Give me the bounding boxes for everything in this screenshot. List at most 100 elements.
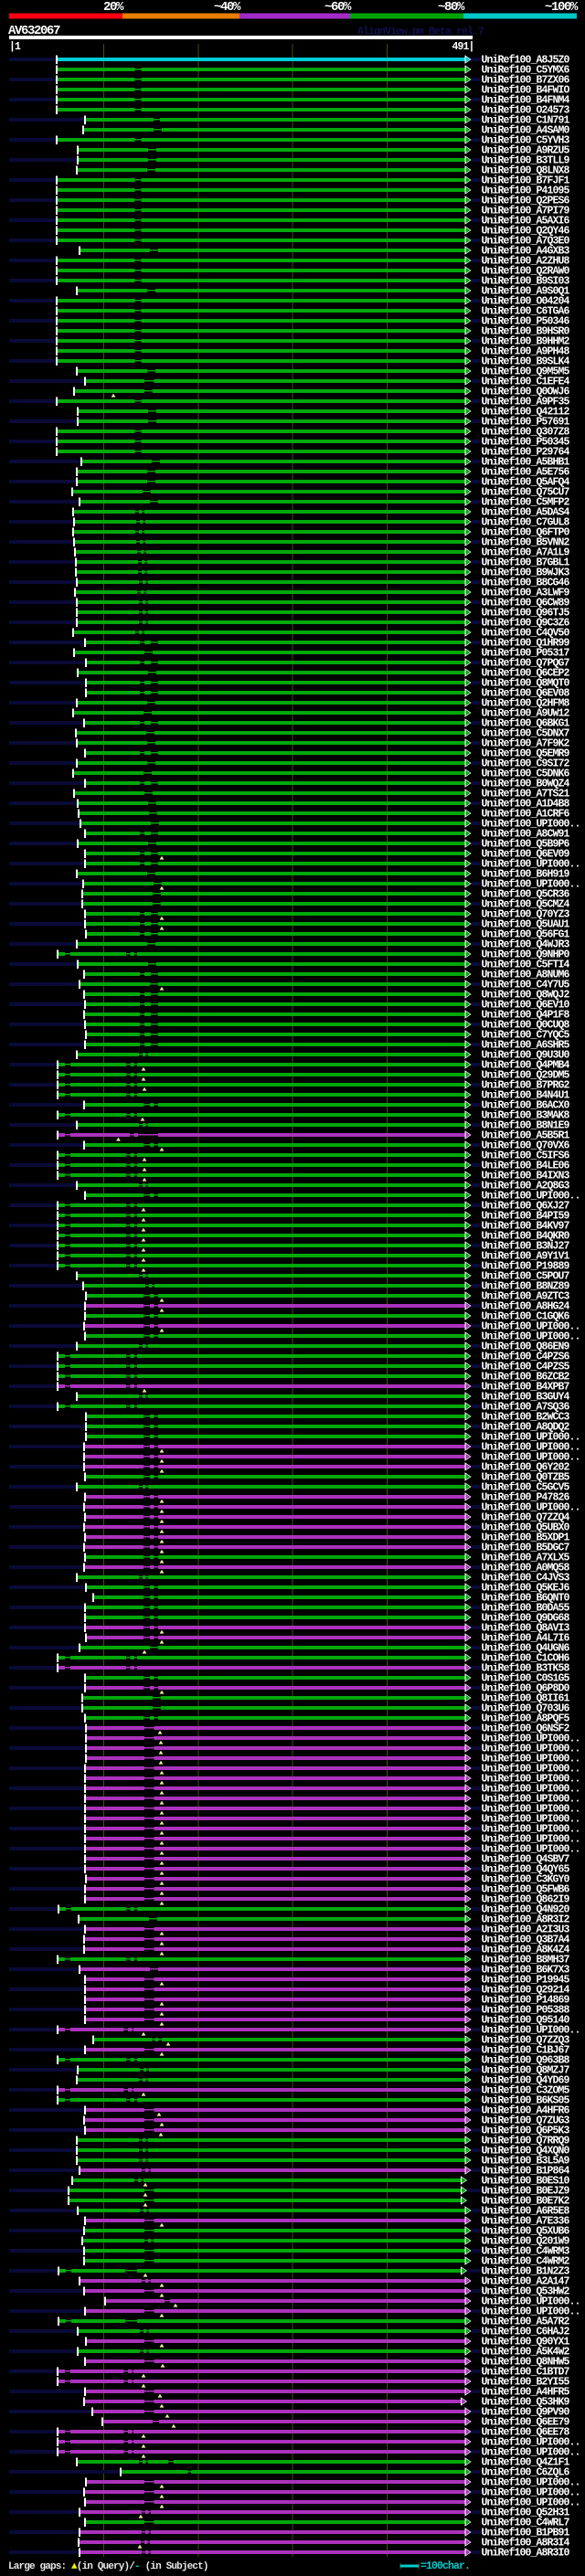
svg-text:UniRef100_B3GUY4: UniRef100_B3GUY4 — [482, 1392, 570, 1404]
svg-text:UniRef100_B9HHM2: UniRef100_B9HHM2 — [482, 336, 570, 348]
svg-text:UniRef100_Q7ZZQ4: UniRef100_Q7ZZQ4 — [482, 1512, 570, 1524]
svg-text:UniRef100_UPI000..: UniRef100_UPI000.. — [482, 1784, 580, 1796]
svg-text:UniRef100_B0WQZ4: UniRef100_B0WQZ4 — [482, 779, 570, 790]
svg-text:UniRef100_B3TLL9: UniRef100_B3TLL9 — [482, 155, 570, 167]
svg-text:UniRef100_B4PI59: UniRef100_B4PI59 — [482, 1211, 570, 1223]
svg-text:UniRef100_P47826: UniRef100_P47826 — [482, 1492, 570, 1504]
svg-text:UniRef100_Q5FWB6: UniRef100_Q5FWB6 — [482, 1884, 570, 1896]
svg-text:UniRef100_Q6Y202: UniRef100_Q6Y202 — [482, 1462, 570, 1474]
svg-text:UniRef100_Q4PMB4: UniRef100_Q4PMB4 — [482, 1060, 570, 1072]
svg-text:UniRef100_B3TK58: UniRef100_B3TK58 — [482, 1663, 570, 1675]
svg-text:UniRef100_B8NZ89: UniRef100_B8NZ89 — [482, 1281, 570, 1293]
svg-text:UniRef100_Q8MZJ7: UniRef100_Q8MZJ7 — [482, 2065, 570, 2077]
svg-text:UniRef100_Q5B9P6: UniRef100_Q5B9P6 — [482, 839, 570, 851]
svg-text:UniRef100_P05317: UniRef100_P05317 — [482, 648, 570, 660]
svg-text:UniRef100_Q2HFM8: UniRef100_Q2HFM8 — [482, 698, 570, 710]
svg-text:UniRef100_P50345: UniRef100_P50345 — [482, 437, 570, 449]
svg-text:AlignView.pm Beta rel.7: AlignView.pm Beta rel.7 — [357, 27, 484, 38]
svg-text:UniRef100_Q1HR99: UniRef100_Q1HR99 — [482, 638, 570, 650]
svg-text:UniRef100_B4FNM4: UniRef100_B4FNM4 — [482, 95, 570, 107]
svg-text:UniRef100_A8HG24: UniRef100_A8HG24 — [482, 1301, 570, 1313]
svg-text:UniRef100_UPI000..: UniRef100_UPI000.. — [482, 1764, 580, 1776]
svg-text:UniRef100_A4HFR5: UniRef100_A4HFR5 — [482, 2387, 570, 2399]
svg-text:UniRef100_C6TGA6: UniRef100_C6TGA6 — [482, 306, 570, 318]
svg-text:UniRef100_Q6EV10: UniRef100_Q6EV10 — [482, 1000, 570, 1012]
svg-text:UniRef100_P19945: UniRef100_P19945 — [482, 1975, 570, 1987]
svg-text:UniRef100_B6ACX0: UniRef100_B6ACX0 — [482, 1100, 570, 1112]
svg-text:UniRef100_B9SLK4: UniRef100_B9SLK4 — [482, 356, 570, 368]
svg-text:UniRef100_C5YMX6: UniRef100_C5YMX6 — [482, 65, 570, 77]
svg-text:UniRef100_B9HSR0: UniRef100_B9HSR0 — [482, 326, 570, 338]
svg-text:UniRef100_A0MQ58: UniRef100_A0MQ58 — [482, 1563, 570, 1574]
svg-text:UniRef100_UPI000..: UniRef100_UPI000.. — [482, 1744, 580, 1755]
svg-text:UniRef100_Q5UBX0: UniRef100_Q5UBX0 — [482, 1522, 570, 1534]
svg-text:~100%: ~100% — [545, 0, 579, 15]
svg-text:UniRef100_A1CRF6: UniRef100_A1CRF6 — [482, 809, 570, 821]
svg-text:~60%: ~60% — [324, 0, 352, 15]
svg-text:UniRef100_Q53HK9: UniRef100_Q53HK9 — [482, 2397, 570, 2409]
svg-text:UniRef100_C1BTD7: UniRef100_C1BTD7 — [482, 2367, 570, 2379]
svg-text:UniRef100_Q4QY65: UniRef100_Q4QY65 — [482, 1864, 570, 1876]
svg-text:UniRef100_A9RZU5: UniRef100_A9RZU5 — [482, 145, 570, 157]
svg-text:|1: |1 — [9, 41, 21, 53]
svg-text:UniRef100_P05388: UniRef100_P05388 — [482, 2005, 570, 2017]
svg-text:UniRef100_B4LE06: UniRef100_B4LE06 — [482, 1161, 570, 1172]
svg-text:UniRef100_B5VNN2: UniRef100_B5VNN2 — [482, 537, 570, 549]
svg-text:UniRef100_Q8NHW5: UniRef100_Q8NHW5 — [482, 2357, 570, 2369]
svg-text:UniRef100_Q5AFQ4: UniRef100_Q5AFQ4 — [482, 477, 570, 489]
svg-text:UniRef100_C4QV50: UniRef100_C4QV50 — [482, 628, 570, 640]
svg-text:UniRef100_Q9M5M5: UniRef100_Q9M5M5 — [482, 366, 570, 378]
svg-text:UniRef100_A8K4Z4: UniRef100_A8K4Z4 — [482, 1945, 570, 1956]
svg-text:UniRef100_Q2RAW0: UniRef100_Q2RAW0 — [482, 266, 570, 278]
svg-text:UniRef100_C4PZS6: UniRef100_C4PZS6 — [482, 1352, 570, 1363]
svg-text:UniRef100_B6KS05: UniRef100_B6KS05 — [482, 2095, 570, 2107]
svg-text:UniRef100_B6H919: UniRef100_B6H919 — [482, 869, 570, 881]
svg-text:UniRef100_A5A7R2: UniRef100_A5A7R2 — [482, 2316, 570, 2328]
svg-text:UniRef100_C5GCV5: UniRef100_C5GCV5 — [482, 1482, 570, 1494]
svg-text:UniRef100_UPI000..: UniRef100_UPI000.. — [482, 1733, 580, 1745]
svg-text:UniRef100_Q4N920: UniRef100_Q4N920 — [482, 1904, 570, 1916]
svg-text:UniRef100_Q307Z8: UniRef100_Q307Z8 — [482, 427, 570, 439]
svg-text:UniRef100_A8J5Z0: UniRef100_A8J5Z0 — [482, 55, 570, 67]
svg-text:UniRef100_Q9NHP0: UniRef100_Q9NHP0 — [482, 949, 570, 961]
svg-text:UniRef100_Q8LNX8: UniRef100_Q8LNX8 — [482, 165, 570, 177]
svg-text:UniRef100_A9PF35: UniRef100_A9PF35 — [482, 397, 570, 408]
svg-text:UniRef100_Q4P1F8: UniRef100_Q4P1F8 — [482, 1010, 570, 1022]
svg-text:UniRef100_UPI000..: UniRef100_UPI000.. — [482, 1452, 580, 1464]
svg-text:UniRef100_A5K4W2: UniRef100_A5K4W2 — [482, 2347, 570, 2359]
svg-text:UniRef100_Q96TJ5: UniRef100_Q96TJ5 — [482, 608, 570, 620]
svg-text:UniRef100_Q6EV08: UniRef100_Q6EV08 — [482, 688, 570, 700]
svg-text:UniRef100_Q8AVI3: UniRef100_Q8AVI3 — [482, 1623, 570, 1635]
svg-text:UniRef100_A6SHR5: UniRef100_A6SHR5 — [482, 1040, 570, 1052]
svg-text:UniRef100_C4WRM3: UniRef100_C4WRM3 — [482, 2246, 570, 2258]
svg-text:UniRef100_UPI000..: UniRef100_UPI000.. — [482, 1824, 580, 1836]
svg-text:UniRef100_Q2PES6: UniRef100_Q2PES6 — [482, 196, 570, 207]
svg-text:UniRef100_A8QDQ2: UniRef100_A8QDQ2 — [482, 1422, 570, 1434]
svg-text:Large gaps: ▲(in Query)/- (in: Large gaps: ▲(in Query)/- (in Subject) — [8, 2561, 208, 2572]
svg-text:UniRef100_B0ES10: UniRef100_B0ES10 — [482, 2176, 570, 2188]
svg-text:UniRef100_Q5KEJ6: UniRef100_Q5KEJ6 — [482, 1583, 570, 1595]
svg-text:UniRef100_B8MH37: UniRef100_B8MH37 — [482, 1955, 570, 1966]
svg-text:UniRef100_B5DGC7: UniRef100_B5DGC7 — [482, 1542, 570, 1554]
svg-text:UniRef100_A2A147: UniRef100_A2A147 — [482, 2276, 570, 2288]
svg-text:UniRef100_A9UW12: UniRef100_A9UW12 — [482, 708, 570, 720]
svg-text:UniRef100_C0S1G5: UniRef100_C0S1G5 — [482, 1673, 570, 1685]
svg-text:UniRef100_B9WJK3: UniRef100_B9WJK3 — [482, 567, 570, 579]
svg-text:UniRef100_B1PB91: UniRef100_B1PB91 — [482, 2528, 570, 2539]
svg-text:UniRef100_Q5CMZ4: UniRef100_Q5CMZ4 — [482, 899, 570, 911]
svg-text:UniRef100_Q9PV90: UniRef100_Q9PV90 — [482, 2407, 570, 2419]
svg-text:UniRef100_Q90YX1: UniRef100_Q90YX1 — [482, 2337, 570, 2348]
svg-text:UniRef100_UPI000..: UniRef100_UPI000.. — [482, 1814, 580, 1826]
svg-text:UniRef100_A5AXI6: UniRef100_A5AXI6 — [482, 216, 570, 228]
svg-text:UniRef100_A4GXB3: UniRef100_A4GXB3 — [482, 246, 570, 258]
svg-text:UniRef100_UPI000..: UniRef100_UPI000.. — [482, 1804, 580, 1816]
svg-text:UniRef100_Q7ZZQ3: UniRef100_Q7ZZQ3 — [482, 2035, 570, 2047]
svg-text:UniRef100_Q4YD69: UniRef100_Q4YD69 — [482, 2075, 570, 2087]
svg-text:UniRef100_A6R5E8: UniRef100_A6R5E8 — [482, 2206, 570, 2218]
svg-text:UniRef100_A9S0Q1: UniRef100_A9S0Q1 — [482, 286, 570, 298]
svg-text:UniRef100_UPI000..: UniRef100_UPI000.. — [482, 1754, 580, 1765]
svg-text:UniRef100_Q7ZUG3: UniRef100_Q7ZUG3 — [482, 2115, 570, 2127]
svg-text:UniRef100_A7A1L9: UniRef100_A7A1L9 — [482, 547, 570, 559]
svg-text:UniRef100_Q6FTP0: UniRef100_Q6FTP0 — [482, 527, 570, 539]
svg-text:UniRef100_C4JVS3: UniRef100_C4JVS3 — [482, 1573, 570, 1585]
